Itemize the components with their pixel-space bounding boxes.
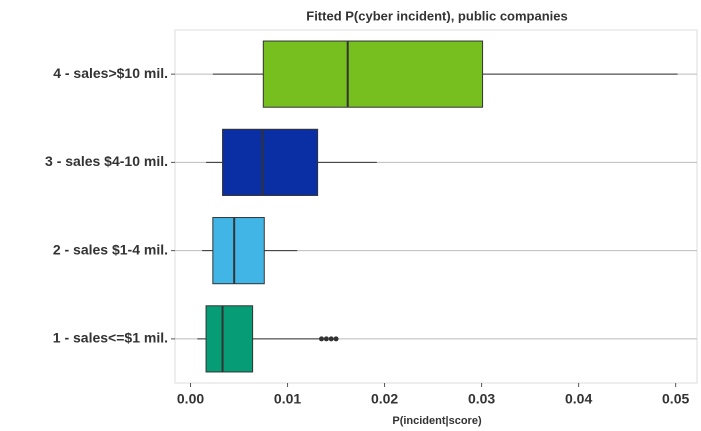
outlier [333, 336, 339, 342]
box [205, 305, 254, 373]
box [222, 128, 319, 196]
outlier [319, 336, 325, 342]
x-tick-label: 0.00 [177, 391, 204, 407]
y-tick-label: 3 - sales $4-10 mil. [45, 153, 168, 169]
y-tick-label: 4 - sales>$10 mil. [53, 65, 168, 81]
y-tick-label: 1 - sales<=$1 mil. [53, 330, 168, 346]
outlier [323, 336, 329, 342]
x-tick-label: 0.02 [371, 391, 398, 407]
x-tick-label: 0.05 [662, 391, 689, 407]
box [212, 217, 265, 285]
chart-title: Fitted P(cyber incident), public compani… [306, 8, 568, 23]
x-axis-label: P(incident|score) [392, 415, 482, 427]
y-tick-label: 2 - sales $1-4 mil. [53, 241, 168, 257]
x-tick-label: 0.01 [274, 391, 301, 407]
box [262, 40, 484, 108]
x-tick-label: 0.03 [468, 391, 495, 407]
x-tick-label: 0.04 [565, 391, 592, 407]
plot-area [174, 29, 698, 384]
outlier [328, 336, 334, 342]
